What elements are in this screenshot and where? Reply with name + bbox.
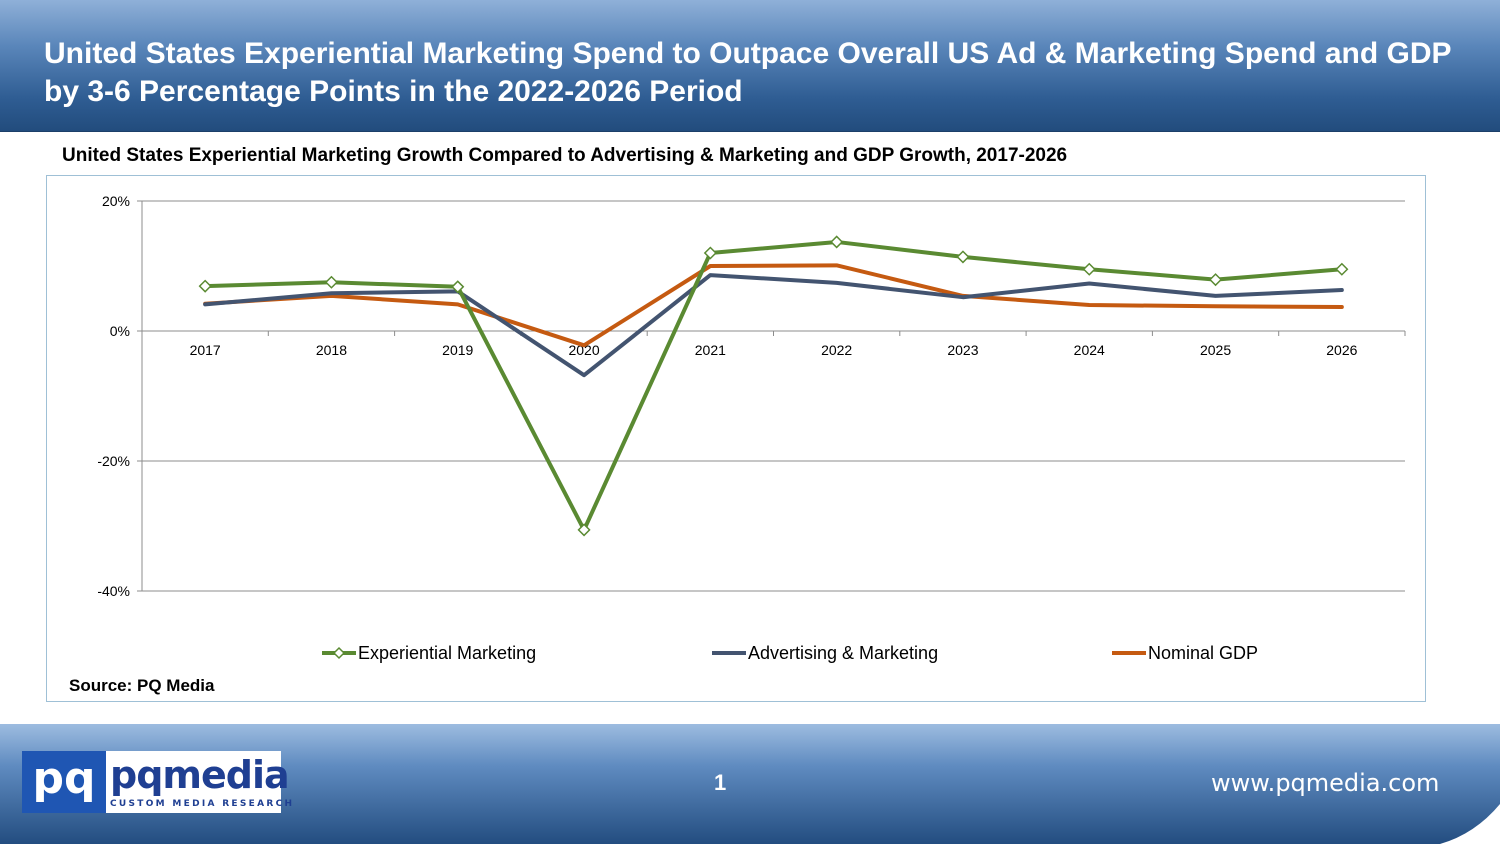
y-tick-label: 20% xyxy=(102,193,130,209)
line-chart: 20% 0% -20% -40% 2017 2018 2019 2020 2021 2022 202… xyxy=(97,193,1406,663)
data-point xyxy=(703,246,717,260)
logo-tagline: CUSTOM MEDIA RESEARCH xyxy=(110,799,295,809)
source-note: Source: PQ Media xyxy=(69,676,215,695)
y-tick-label: -20% xyxy=(97,453,130,469)
x-tick-label: 2018 xyxy=(316,342,347,358)
slide-title: United States Experiential Marketing Spe… xyxy=(44,37,1451,108)
legend-label: Advertising & Marketing xyxy=(748,643,938,663)
series-line-1 xyxy=(203,273,1344,378)
data-point xyxy=(198,279,212,293)
data-point xyxy=(1208,273,1223,287)
website-link[interactable]: www.pqmedia.com xyxy=(1211,769,1440,797)
x-tick-label: 2024 xyxy=(1074,342,1105,358)
chart-title: United States Experiential Marketing Gro… xyxy=(62,145,1068,166)
logo-wordmark: pqmedia xyxy=(110,753,290,797)
legend-marker xyxy=(332,646,346,660)
series-line-0 xyxy=(203,239,1344,532)
data-point xyxy=(577,523,591,537)
x-tick-label: 2020 xyxy=(568,342,599,358)
legend-label: Experiential Marketing xyxy=(358,643,536,663)
x-tick-label: 2017 xyxy=(190,342,221,358)
data-point xyxy=(830,235,844,249)
x-tick-label: 2025 xyxy=(1200,342,1231,358)
chart-area: 20% 0% -20% -40% 2017 2018 2019 2020 2021 2022 202… xyxy=(46,175,1426,702)
legend-label: Nominal GDP xyxy=(1148,643,1258,663)
title-banner: United States Experiential Marketing Spe… xyxy=(0,0,1500,132)
data-point xyxy=(956,250,970,264)
data-point xyxy=(324,275,339,289)
series-line-2 xyxy=(203,263,1344,348)
data-point xyxy=(451,280,465,294)
x-tick-label: 2022 xyxy=(821,342,852,358)
footer-bar xyxy=(0,724,1500,844)
data-point xyxy=(1082,262,1096,276)
logo-mark: pq xyxy=(22,751,106,813)
pqmedia-logo: pq pqmedia CUSTOM MEDIA RESEARCH xyxy=(22,751,292,813)
x-tick-label: 2019 xyxy=(442,342,473,358)
y-tick-label: -40% xyxy=(97,583,130,599)
x-tick-label: 2023 xyxy=(947,342,978,358)
page-number: 1 xyxy=(714,770,727,795)
x-tick-label: 2026 xyxy=(1326,342,1357,358)
x-tick-label: 2021 xyxy=(695,342,726,358)
y-tick-label: 0% xyxy=(110,323,130,339)
data-point xyxy=(1335,262,1349,276)
